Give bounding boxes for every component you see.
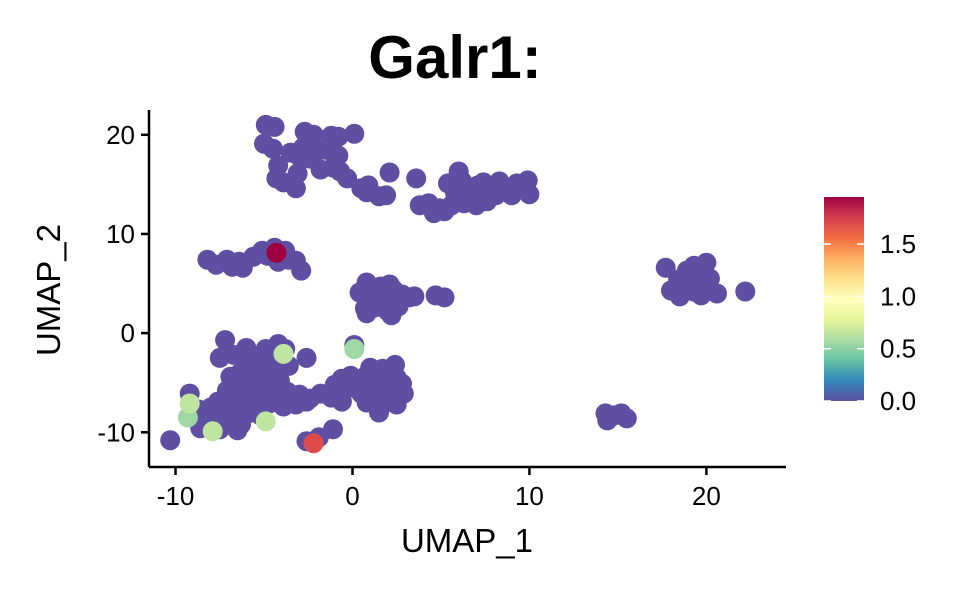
x-axis-label: UMAP_1 [401, 522, 533, 559]
y-axis-ticks: -10 0 10 20 [97, 120, 149, 447]
cell-point [296, 347, 317, 368]
cell-point [337, 168, 358, 189]
colorbar-tick-label: 1.5 [880, 229, 916, 259]
y-tick-label: 10 [106, 219, 135, 249]
cell-point [356, 303, 377, 324]
expressing-cell-point [179, 393, 200, 414]
y-tick-label: -10 [97, 417, 135, 447]
expressing-cell-point [202, 421, 223, 442]
cell-point [406, 168, 427, 189]
cell-point [229, 363, 250, 384]
expressing-cell-point [266, 242, 287, 263]
y-tick-label: 0 [121, 318, 135, 348]
x-axis-ticks: -10 0 10 20 [157, 467, 721, 511]
cell-point [655, 257, 676, 278]
cell-point [264, 116, 285, 137]
cell-point [223, 344, 244, 365]
colorbar-tick-label: 0.0 [880, 386, 916, 416]
x-tick-label: 10 [515, 481, 544, 511]
cell-point [678, 274, 699, 295]
cell-point [262, 138, 283, 159]
cell-point [383, 371, 404, 392]
cell-point [369, 286, 389, 307]
expressing-cell-point [344, 339, 365, 359]
colorbar-ticks: 0.0 0.5 1.0 1.5 [824, 229, 916, 416]
cell-point [369, 402, 389, 423]
colorbar-tick-label: 1.0 [880, 281, 916, 311]
cell-point [379, 162, 400, 183]
cell-point [285, 178, 306, 199]
x-tick-label: 20 [692, 481, 721, 511]
cell-point [519, 184, 540, 205]
points-layer [160, 114, 756, 454]
cell-point [289, 146, 310, 167]
cell-point [328, 126, 349, 147]
x-tick-label: -10 [157, 481, 195, 511]
cell-point [445, 183, 466, 204]
colorbar-rect [824, 197, 864, 401]
cell-point [687, 258, 708, 279]
cell-point [386, 394, 407, 415]
cell-point [269, 370, 290, 391]
cell-point [707, 283, 727, 304]
expressing-cell-point [273, 343, 294, 364]
cell-point [342, 375, 363, 396]
y-tick-label: 20 [106, 120, 135, 150]
cell-point [254, 374, 274, 395]
cell-point [344, 123, 365, 144]
expressing-cell-point [255, 411, 276, 432]
chart-title: Galr1: [368, 24, 541, 91]
cell-point [388, 296, 409, 317]
cell-point [160, 430, 181, 451]
cell-point [296, 391, 317, 412]
color-legend: 0.0 0.5 1.0 1.5 [824, 197, 916, 416]
cell-point [215, 330, 236, 351]
cell-point [735, 281, 756, 302]
cell-point [597, 410, 618, 431]
x-tick-label: 0 [345, 481, 359, 511]
cell-point [376, 185, 397, 206]
cell-point [227, 420, 248, 441]
expressing-cell-point [303, 433, 324, 454]
cell-point [291, 260, 312, 281]
cell-point [434, 287, 455, 308]
cell-point [616, 408, 637, 429]
cell-point [466, 195, 487, 216]
colorbar-tick-label: 0.5 [880, 334, 916, 364]
cell-point [404, 286, 425, 307]
y-axis-label: UMAP_2 [30, 224, 67, 356]
cell-point [323, 419, 343, 440]
